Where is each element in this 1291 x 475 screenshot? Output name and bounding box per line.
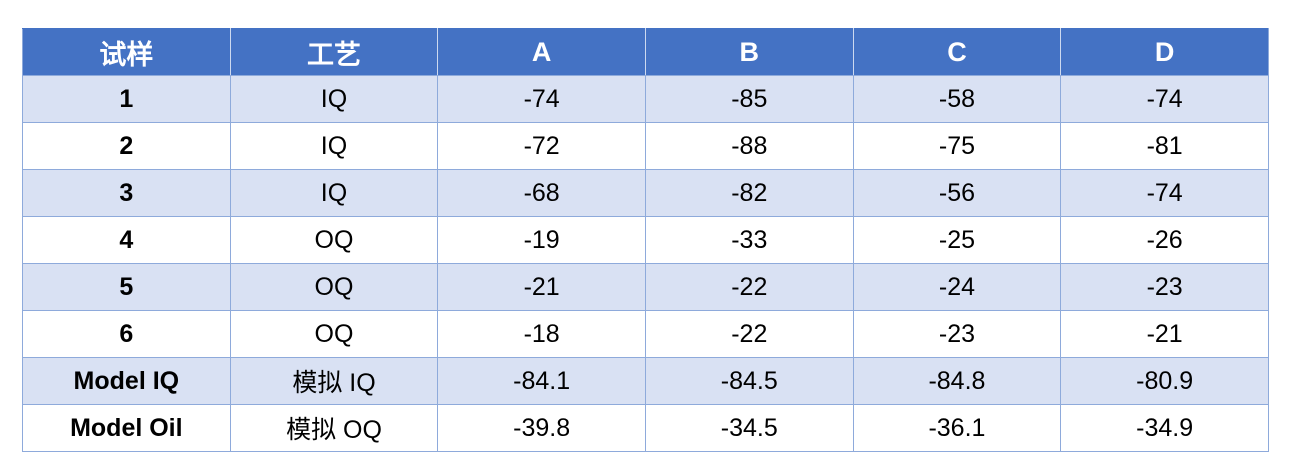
table-body: 1 IQ -74 -85 -58 -74 2 IQ -72 -88 -75 -81 3 IQ -68 -82-…: [22, 75, 1269, 452]
table-row-7: Model Oil 模拟 OQ -39.8 -34.5 -36.1 -34.9: [22, 404, 1269, 452]
value-cell: -36.1: [852, 404, 1062, 452]
process-cell: OQ: [229, 263, 439, 311]
value-cell: -56: [852, 169, 1062, 217]
process-cell: 模拟 IQ: [229, 357, 439, 405]
value-cell: -34.9: [1060, 404, 1269, 452]
value-cell: -24: [852, 263, 1062, 311]
value-cell: -34.5: [644, 404, 854, 452]
value-cell: -68: [437, 169, 646, 217]
value-cell: -58: [852, 75, 1062, 123]
value-cell: -26: [1060, 216, 1269, 264]
value-cell: -75: [852, 122, 1062, 170]
value-cell: -23: [1060, 263, 1269, 311]
sample-cell: 3: [22, 169, 231, 217]
column-header-5: D: [1060, 28, 1269, 76]
value-cell: -22: [644, 263, 854, 311]
column-header-1: 工艺: [229, 28, 439, 76]
column-header-2: A: [437, 28, 646, 76]
process-cell: IQ: [229, 169, 439, 217]
sample-cell: Model Oil: [22, 404, 231, 452]
header-row: 试样 工艺 A B C D: [22, 28, 1269, 76]
process-cell: OQ: [229, 310, 439, 358]
value-cell: -21: [1060, 310, 1269, 358]
table-row-3: 4 OQ -19 -33 -25 -26: [22, 216, 1269, 264]
column-header-3: B: [644, 28, 854, 76]
value-cell: -80.9: [1060, 357, 1269, 405]
value-cell: -22: [644, 310, 854, 358]
value-cell: -81: [1060, 122, 1269, 170]
table-row-4: 5 OQ -21 -22 -24 -23: [22, 263, 1269, 311]
process-cell: IQ: [229, 75, 439, 123]
value-cell: -39.8: [437, 404, 646, 452]
value-cell: -88: [644, 122, 854, 170]
sample-cell: 1: [22, 75, 231, 123]
value-cell: -84.1: [437, 357, 646, 405]
value-cell: -23: [852, 310, 1062, 358]
sample-cell: 4: [22, 216, 231, 264]
results-table: 试样 工艺 A B C D 1 IQ -74 -85 -58 -74 2 IQ -72 -88 -75 -81 3…: [22, 28, 1269, 452]
value-cell: -74: [437, 75, 646, 123]
value-cell: -25: [852, 216, 1062, 264]
value-cell: -84.5: [644, 357, 854, 405]
column-header-0: 试样: [22, 28, 231, 76]
sample-cell: Model IQ: [22, 357, 231, 405]
table-row-6: Model IQ 模拟 IQ -84.1 -84.5 -84.8 -80.9: [22, 357, 1269, 405]
value-cell: -82: [644, 169, 854, 217]
process-cell: 模拟 OQ: [229, 404, 439, 452]
process-cell: OQ: [229, 216, 439, 264]
table-row-0: 1 IQ -74 -85 -58 -74: [22, 75, 1269, 123]
table-row-2: 3 IQ -68 -82 -56 -74: [22, 169, 1269, 217]
sample-cell: 2: [22, 122, 231, 170]
value-cell: -18: [437, 310, 646, 358]
table-header: 试样 工艺 A B C D: [22, 28, 1269, 76]
value-cell: -74: [1060, 75, 1269, 123]
process-cell: IQ: [229, 122, 439, 170]
value-cell: -72: [437, 122, 646, 170]
sample-cell: 5: [22, 263, 231, 311]
value-cell: -19: [437, 216, 646, 264]
value-cell: -85: [644, 75, 854, 123]
value-cell: -21: [437, 263, 646, 311]
table-row-1: 2 IQ -72 -88 -75 -81: [22, 122, 1269, 170]
table-row-5: 6 OQ -18 -22 -23 -21: [22, 310, 1269, 358]
sample-cell: 6: [22, 310, 231, 358]
column-header-4: C: [852, 28, 1062, 76]
value-cell: -74: [1060, 169, 1269, 217]
value-cell: -84.8: [852, 357, 1062, 405]
value-cell: -33: [644, 216, 854, 264]
